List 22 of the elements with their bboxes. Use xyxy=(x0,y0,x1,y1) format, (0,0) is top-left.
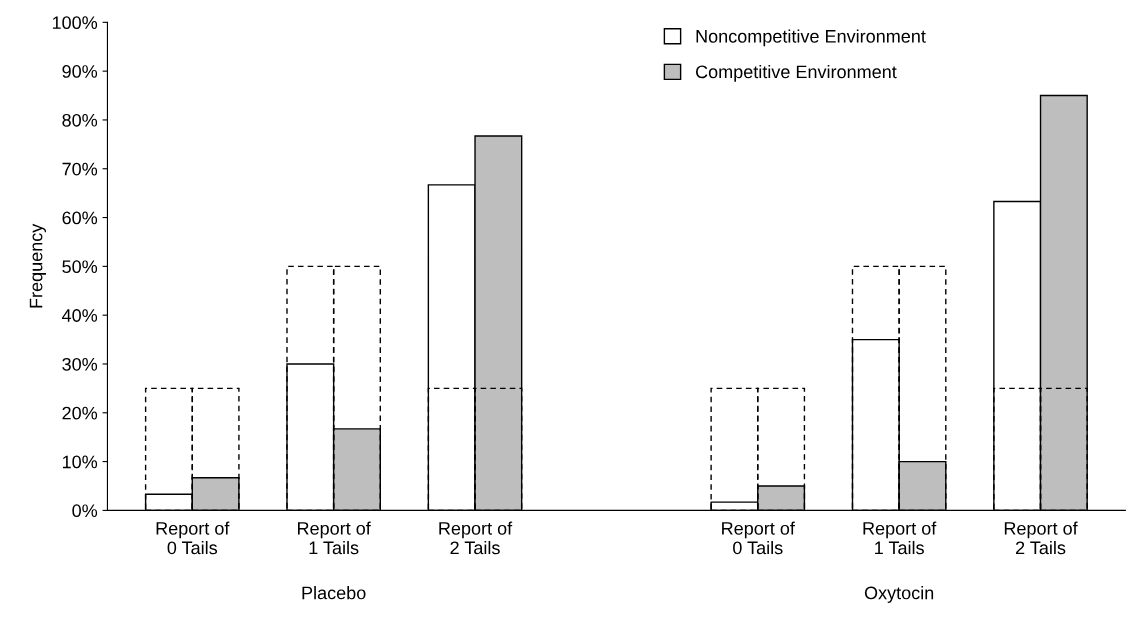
y-tick-label: 100% xyxy=(52,16,98,30)
y-tick-label: 80% xyxy=(62,113,98,127)
y-axis-title: Frequency xyxy=(29,223,46,308)
x-tick-label: Report of 2 Tails xyxy=(439,521,513,555)
y-tick-label: 60% xyxy=(62,211,98,225)
y-tick-label: 30% xyxy=(62,357,98,371)
y-tick-label: 0% xyxy=(72,504,98,518)
text: Oxytocin xyxy=(864,586,934,603)
x-tick-label: Report of 1 Tails xyxy=(298,521,371,555)
y-tick-label: 70% xyxy=(62,162,98,176)
x-tick-label: Report of 2 Tails xyxy=(1004,521,1078,555)
y-tick-label: 10% xyxy=(62,455,98,469)
x-tick-label: Report of 0 Tails xyxy=(156,521,230,555)
x-tick-label: Report of 1 Tails xyxy=(863,521,937,555)
y-tick-label: 40% xyxy=(62,309,98,322)
legend-label: Competitive Environment xyxy=(695,64,897,82)
x-tick-label: Report of 0 Tails xyxy=(722,521,795,555)
y-tick-label: 90% xyxy=(62,65,98,78)
y-tick-label: 50% xyxy=(62,260,98,274)
y-tick-label: 20% xyxy=(62,406,98,420)
text: Placebo xyxy=(302,586,366,600)
legend-label: Noncompetitive Environment xyxy=(696,29,926,47)
